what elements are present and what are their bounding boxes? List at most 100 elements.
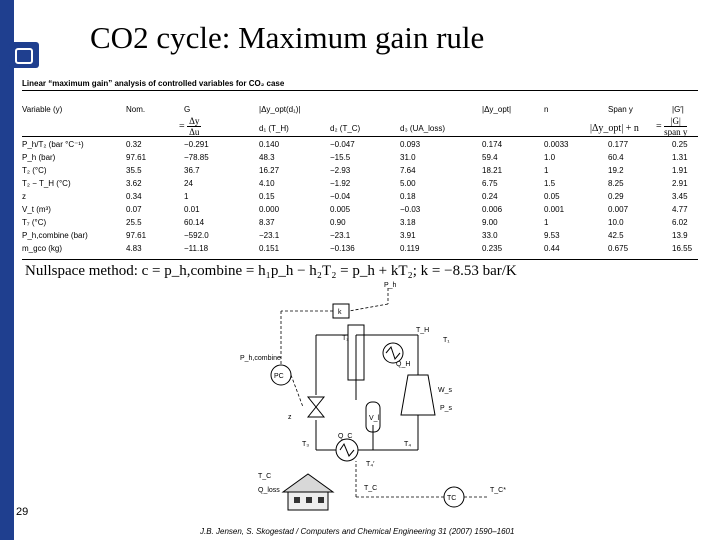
table-bottom-rule <box>22 259 698 260</box>
table-cell-n: 0.001 <box>544 205 565 214</box>
label-ws: W_s <box>438 387 453 394</box>
table-cell-d1: −23.1 <box>259 231 280 240</box>
formula-g: = Δy Δu <box>179 116 202 137</box>
table-cell-nom: 4.83 <box>126 244 142 253</box>
compressor <box>400 374 436 416</box>
label-t4: T₄ <box>404 441 411 448</box>
table-cell-d3: 5.00 <box>400 179 416 188</box>
label-qloss: Q_loss <box>258 487 280 494</box>
table-cell-d1: 0.000 <box>259 205 280 214</box>
table-cell-gprime: 0.25 <box>672 140 688 149</box>
citation: J.B. Jensen, S. Skogestad / Computers an… <box>200 527 515 536</box>
table-cell-variable: T₂ (°C) <box>22 166 47 175</box>
table-cell-gprime: 4.77 <box>672 205 688 214</box>
table-cell-dyopt: 59.4 <box>482 153 498 162</box>
table-cell-n: 1.5 <box>544 179 556 188</box>
label-qh: Q_H <box>396 361 410 368</box>
formula-g-prefix: = <box>179 120 185 132</box>
table-cell-nom: 0.34 <box>126 192 142 201</box>
table-cell-nom: 97.61 <box>126 153 147 162</box>
table-cell-d2: −23.1 <box>330 231 351 240</box>
table-cell-variable: V_t (m³) <box>22 205 51 214</box>
label-t3: T₃ <box>302 441 309 448</box>
label-vl: V_l <box>369 415 380 422</box>
table-cell-nom: 3.62 <box>126 179 142 188</box>
table-cell-n: 1 <box>544 218 549 227</box>
header-gprime: |G′| <box>672 105 684 114</box>
formula-g-den: Δu <box>189 127 200 137</box>
table-cell-d3: 0.18 <box>400 192 416 201</box>
hot-side-exchanger <box>382 342 404 364</box>
gas-cooler <box>347 324 365 381</box>
label-t1-right: T₁ <box>443 337 450 344</box>
hot-side-coil <box>385 345 401 361</box>
table-cell-dyopt: 18.21 <box>482 166 503 175</box>
table-cell-gprime: 1.31 <box>672 153 688 162</box>
table-cell-span: 60.4 <box>608 153 624 162</box>
table-cell-n: 0.05 <box>544 192 560 201</box>
table-cell-variable: P_h/T₂ (bar °C⁻¹) <box>22 140 84 149</box>
formula-span: |Δy_opt| + n <box>590 123 639 134</box>
table-cell-dyopt: 0.235 <box>482 244 503 253</box>
table-cell-span: 42.5 <box>608 231 624 240</box>
table-cell-d3: 31.0 <box>400 153 416 162</box>
table-cell-d2: −0.04 <box>330 192 351 201</box>
table-cell-d1: 0.140 <box>259 140 280 149</box>
table-cell-d2: 0.005 <box>330 205 351 214</box>
table-cell-variable: P_h (bar) <box>22 153 56 162</box>
label-t4prime: T₄′ <box>366 461 375 468</box>
table-cell-g: −78.85 <box>184 153 209 162</box>
table-cell-n: 0.0033 <box>544 140 569 149</box>
table-cell-gprime: 2.91 <box>672 179 688 188</box>
table-cell-g: −0.291 <box>184 140 209 149</box>
table-cell-g: 24 <box>184 179 193 188</box>
table-cell-d1: 16.27 <box>259 166 280 175</box>
table-cell-g: −592.0 <box>184 231 209 240</box>
table-top-rule <box>22 90 698 91</box>
header-g: G <box>184 105 191 114</box>
table-cell-d1: 0.15 <box>259 192 275 201</box>
table-cell-nom: 0.07 <box>126 205 142 214</box>
header-dyopt: |Δy_opt| <box>482 105 512 114</box>
header-span: Span y <box>608 105 633 114</box>
label-tc-ctrl: TC <box>447 495 456 502</box>
header-nom: Nom. <box>126 105 146 114</box>
label-ph-combine: P_h,combine <box>240 355 281 362</box>
signal-pc-to-valve <box>290 374 304 408</box>
table-cell-g: 1 <box>184 192 189 201</box>
table-cell-d3: 0.119 <box>400 244 420 253</box>
expansion-valve <box>306 396 326 418</box>
table-cell-span: 0.007 <box>608 205 629 214</box>
table-cell-span: 19.2 <box>608 166 624 175</box>
table-cell-d2: −0.047 <box>330 140 355 149</box>
formula-gprime-fraction: |G| span y <box>664 116 688 137</box>
table-cell-span: 10.0 <box>608 218 624 227</box>
table-cell-gprime: 13.9 <box>672 231 688 240</box>
label-t2: T₂ <box>342 335 349 342</box>
header-d2: d₂ (T_C) <box>330 124 361 133</box>
nullspace-equation: Nullspace method: c = p_h,combine = h₁p_… <box>22 263 520 280</box>
table-cell-n: 0.44 <box>544 244 560 253</box>
table-cell-gprime: 3.45 <box>672 192 688 201</box>
table-cell-variable: m_gco (kg) <box>22 244 63 253</box>
house-icon <box>281 473 335 511</box>
label-ph-top: P_h <box>384 282 397 289</box>
label-k: k <box>338 309 342 316</box>
table-cell-d3: 0.093 <box>400 140 421 149</box>
slide-content: Linear “maximum gain” analysis of contro… <box>14 68 720 540</box>
table-cell-d1: 0.151 <box>259 244 280 253</box>
table-cell-nom: 97.61 <box>126 231 147 240</box>
table-cell-d3: −0.03 <box>400 205 421 214</box>
label-th-right: T_H <box>416 327 429 334</box>
table-cell-gprime: 16.55 <box>672 244 693 253</box>
formula-gprime: = |G| span y <box>656 116 688 137</box>
table-cell-d2: 0.90 <box>330 218 346 227</box>
header-d3: d₃ (UA_loss) <box>400 124 446 133</box>
table-cell-gprime: 6.02 <box>672 218 688 227</box>
table-cell-dyopt: 9.00 <box>482 218 498 227</box>
table-cell-dyopt: 6.75 <box>482 179 498 188</box>
formula-gprime-den: span y <box>664 127 688 137</box>
gain-analysis-table: Linear “maximum gain” analysis of contro… <box>16 76 698 264</box>
slide-title: CO2 cycle: Maximum gain rule <box>90 20 485 55</box>
table-cell-d2: −0.136 <box>330 244 355 253</box>
